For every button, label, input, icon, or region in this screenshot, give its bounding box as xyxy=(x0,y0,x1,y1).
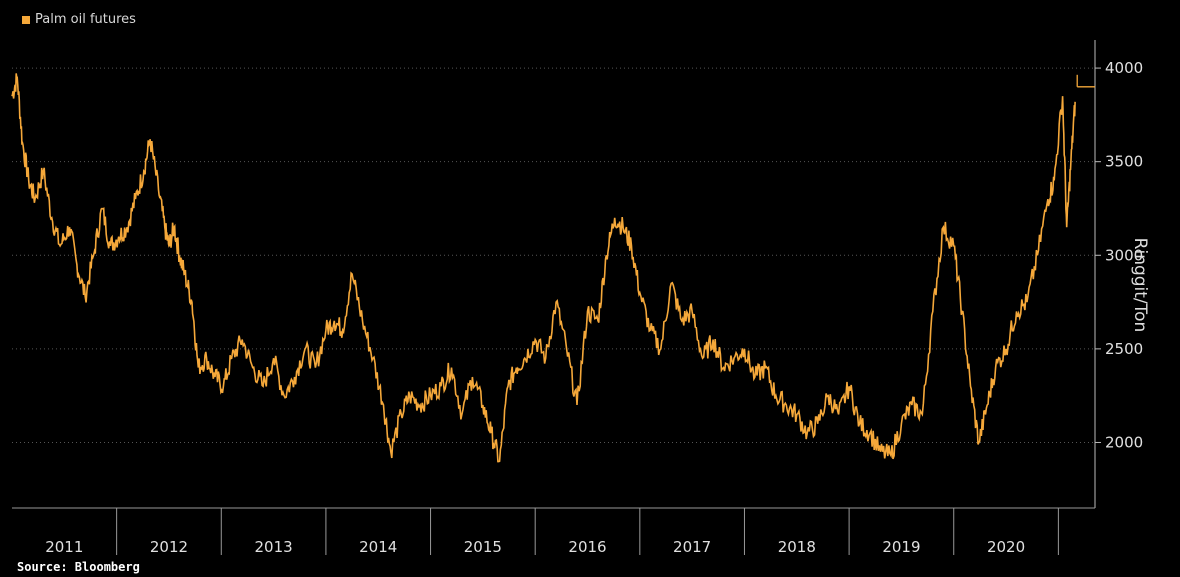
x-tick-label-2015: 2015 xyxy=(464,538,502,556)
source-note: Source: Bloomberg xyxy=(17,560,140,574)
y-tick-label-4000: 4000 xyxy=(1105,59,1143,77)
y-tick-label-2500: 2500 xyxy=(1105,340,1143,358)
tick-labels: 2000 2500 3000 3500 4000 2011 2012 2013 2014 2015… xyxy=(45,59,1143,556)
legend-swatch xyxy=(22,15,30,24)
x-tick-label-2020: 2020 xyxy=(987,538,1025,556)
gridlines xyxy=(12,67,1095,443)
x-tick-label-2013: 2013 xyxy=(255,538,293,556)
x-tick-label-2017: 2017 xyxy=(673,538,711,556)
x-tick-label-2011: 2011 xyxy=(45,538,83,556)
legend-label: Palm oil futures xyxy=(35,12,136,27)
y-axis-label: Ringgit/Ton xyxy=(1130,237,1150,333)
last-price-marker xyxy=(1076,74,1095,88)
series-line-palm-oil-futures xyxy=(11,73,1076,463)
x-tick-label-2014: 2014 xyxy=(359,538,397,556)
x-tick-label-2018: 2018 xyxy=(778,538,816,556)
y-tick-label-3500: 3500 xyxy=(1105,153,1143,171)
legend: Palm oil futures xyxy=(22,12,136,27)
y-tick-label-3000: 3000 xyxy=(1105,246,1143,264)
x-tick-label-2012: 2012 xyxy=(150,538,188,556)
x-tick-label-2019: 2019 xyxy=(882,538,920,556)
x-tick-label-2016: 2016 xyxy=(568,538,606,556)
axes xyxy=(12,40,1101,555)
y-tick-label-2000: 2000 xyxy=(1105,433,1143,451)
